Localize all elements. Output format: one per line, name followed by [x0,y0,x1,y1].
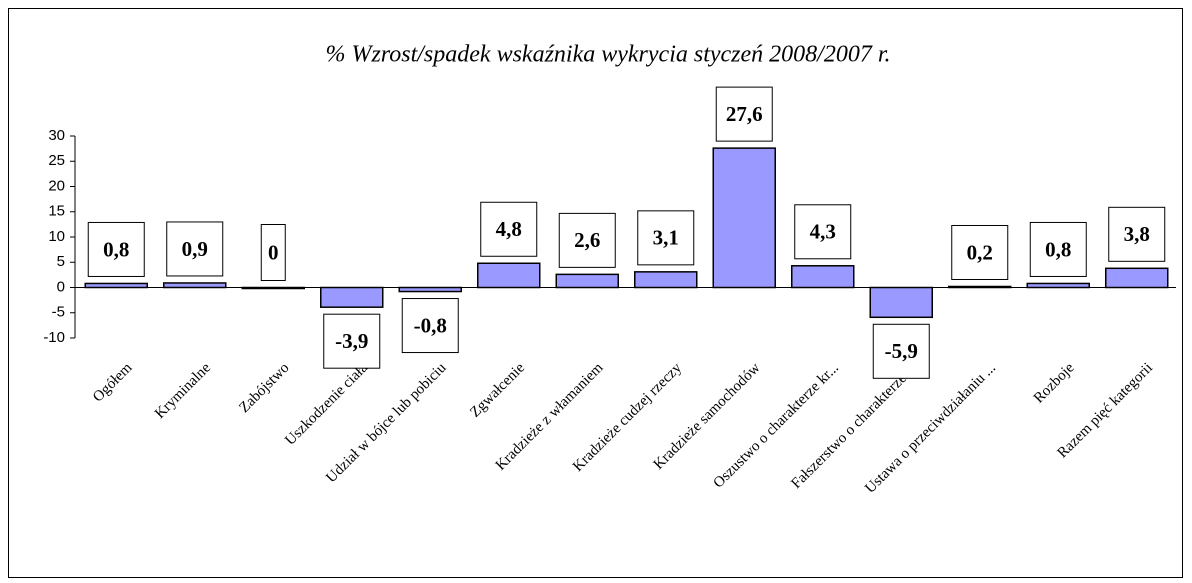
bar [634,271,698,289]
value-label: 4,8 [496,217,522,241]
value-label-box [951,224,1009,280]
y-tick-label: -5 [52,304,65,321]
value-label: 27,6 [726,102,763,126]
bar [398,286,462,293]
value-label-box [166,221,224,277]
bar [477,262,541,289]
value-label: 4,3 [810,220,836,244]
value-label-box [558,212,616,268]
value-label-box [401,298,459,354]
value-label: 0,9 [182,237,208,261]
y-tick-label: 25 [48,152,65,169]
value-label-box [637,210,695,266]
bar [1105,267,1169,289]
bar [555,273,619,289]
value-label-box [480,201,538,257]
value-label: 0 [268,240,279,264]
y-tick-label: 20 [48,177,65,194]
y-tick-label: -10 [43,329,65,346]
bar [791,265,855,289]
bar [869,286,933,319]
value-label: 2,6 [574,228,600,252]
value-label-box [794,204,852,260]
bar [320,286,384,308]
y-tick-label: 10 [48,228,65,245]
value-label: 3,8 [1124,222,1150,246]
chart-frame [8,8,1183,578]
value-label: 3,1 [653,226,679,250]
bar [241,286,305,290]
value-label: 0,8 [103,237,129,261]
value-label-box [87,221,145,277]
value-label-box [1029,221,1087,277]
bar [84,282,148,289]
y-tick-label: 5 [57,253,65,270]
bar [163,282,227,289]
value-label: -3,9 [335,329,368,353]
value-label-box [715,86,773,142]
value-label-box [872,323,930,379]
value-label: 0,2 [967,240,993,264]
y-tick-label: 15 [48,203,65,220]
bar [1026,282,1090,289]
y-tick-label: 30 [48,127,65,144]
chart-title: % Wzrost/spadek wskaźnika wykrycia stycz… [325,42,890,68]
value-label-box [1108,206,1166,262]
value-label: -5,9 [885,339,918,363]
value-label-box [323,313,381,369]
value-label: 0,8 [1045,237,1071,261]
value-label: -0,8 [414,313,447,337]
bar [948,285,1012,289]
value-label-box [260,224,286,281]
y-tick-label: 0 [57,278,65,295]
bar [712,147,776,289]
